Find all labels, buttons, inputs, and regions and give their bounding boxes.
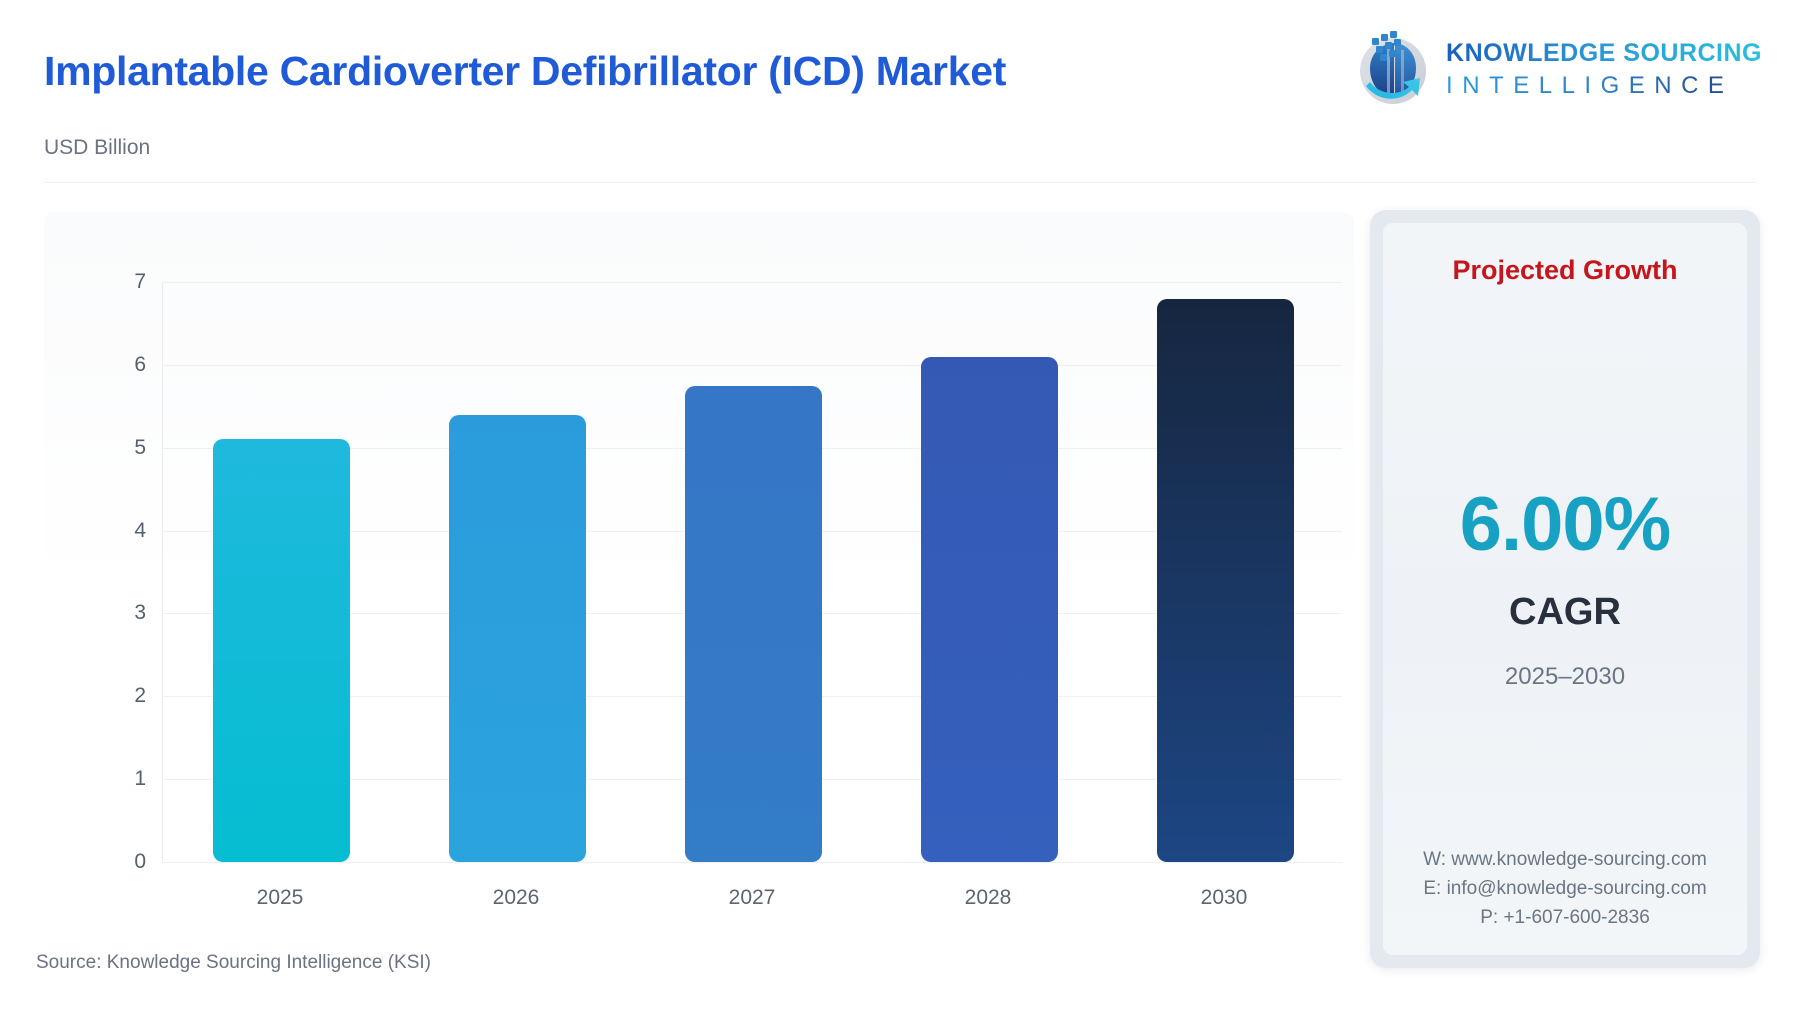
chart-card: 0 1 2 3 4 5 6 7 2025 2026 2027 2028 2030 (44, 212, 1354, 912)
logo-line-intelligence: INTELLIGENCE (1446, 73, 1762, 98)
contact-block: W: www.knowledge-sourcing.com E: info@kn… (1383, 846, 1747, 933)
bars-group (163, 282, 1342, 862)
x-axis-tick-label: 2028 (964, 886, 1012, 909)
y-axis-line (162, 282, 163, 862)
bar-chart-plot: 0 1 2 3 4 5 6 7 2025 2026 2027 2028 2030 (134, 270, 1342, 909)
x-axis-tick-label: 2030 (1200, 886, 1248, 909)
gridline (162, 282, 1342, 283)
gridline (162, 862, 1342, 863)
y-axis-tick-label: 1 (134, 767, 146, 791)
y-axis-tick-label: 4 (134, 518, 146, 542)
header: Implantable Cardioverter Defibrillator (… (0, 0, 1800, 185)
page-title: Implantable Cardioverter Defibrillator (… (44, 48, 1007, 94)
y-axis-tick-label: 2 (134, 684, 146, 708)
bar-slot (1156, 282, 1294, 862)
bar-2030[interactable] (1156, 298, 1294, 862)
ksi-circle-bars-arrow-icon (1354, 30, 1432, 108)
cagr-period: 2025–2030 (1504, 663, 1626, 690)
bar-slot (920, 282, 1058, 862)
contact-website: W: www.knowledge-sourcing.com (1423, 849, 1707, 871)
bar-slot (448, 282, 586, 862)
y-axis-tick-label: 6 (134, 352, 146, 376)
page-subtitle: USD Billion (44, 136, 151, 159)
cagr-value: 6.00% (1459, 482, 1672, 567)
bar-2025[interactable] (212, 439, 350, 862)
y-axis-tick-label: 3 (134, 601, 146, 625)
y-axis-tick-label: 5 (134, 435, 146, 459)
y-axis-tick-label: 0 (134, 850, 146, 873)
cagr-label: CAGR (1509, 591, 1621, 633)
logo-wordmark: KNOWLEDGE SOURCING INTELLIGENCE (1446, 38, 1762, 98)
x-axis-tick-label: 2027 (728, 886, 776, 909)
projected-growth-panel: Projected Growth 6.00% CAGR 2025–2030 W:… (1370, 210, 1760, 968)
gridline (162, 364, 1342, 366)
bar-2027[interactable] (684, 385, 822, 862)
panel-title: Projected Growth (1452, 255, 1678, 285)
logo-line-knowledge-sourcing: KNOWLEDGE SOURCING (1446, 38, 1762, 67)
company-logo: KNOWLEDGE SOURCING INTELLIGENCE (1354, 28, 1762, 110)
bar-2028[interactable] (920, 356, 1058, 862)
bar-slot (684, 282, 822, 862)
bar-2026[interactable] (448, 414, 586, 862)
header-divider (44, 182, 1756, 183)
contact-phone: P: +1-607-600-2836 (1480, 907, 1650, 929)
contact-email: E: info@knowledge-sourcing.com (1423, 878, 1707, 900)
bar-slot (212, 282, 350, 862)
y-axis-tick-label: 7 (134, 270, 146, 293)
source-note: Source: Knowledge Sourcing Intelligence … (36, 952, 432, 973)
x-axis-tick-label: 2025 (256, 886, 304, 909)
projected-growth-panel-inner: Projected Growth 6.00% CAGR 2025–2030 W:… (1383, 223, 1747, 955)
x-axis-tick-label: 2026 (492, 886, 540, 909)
